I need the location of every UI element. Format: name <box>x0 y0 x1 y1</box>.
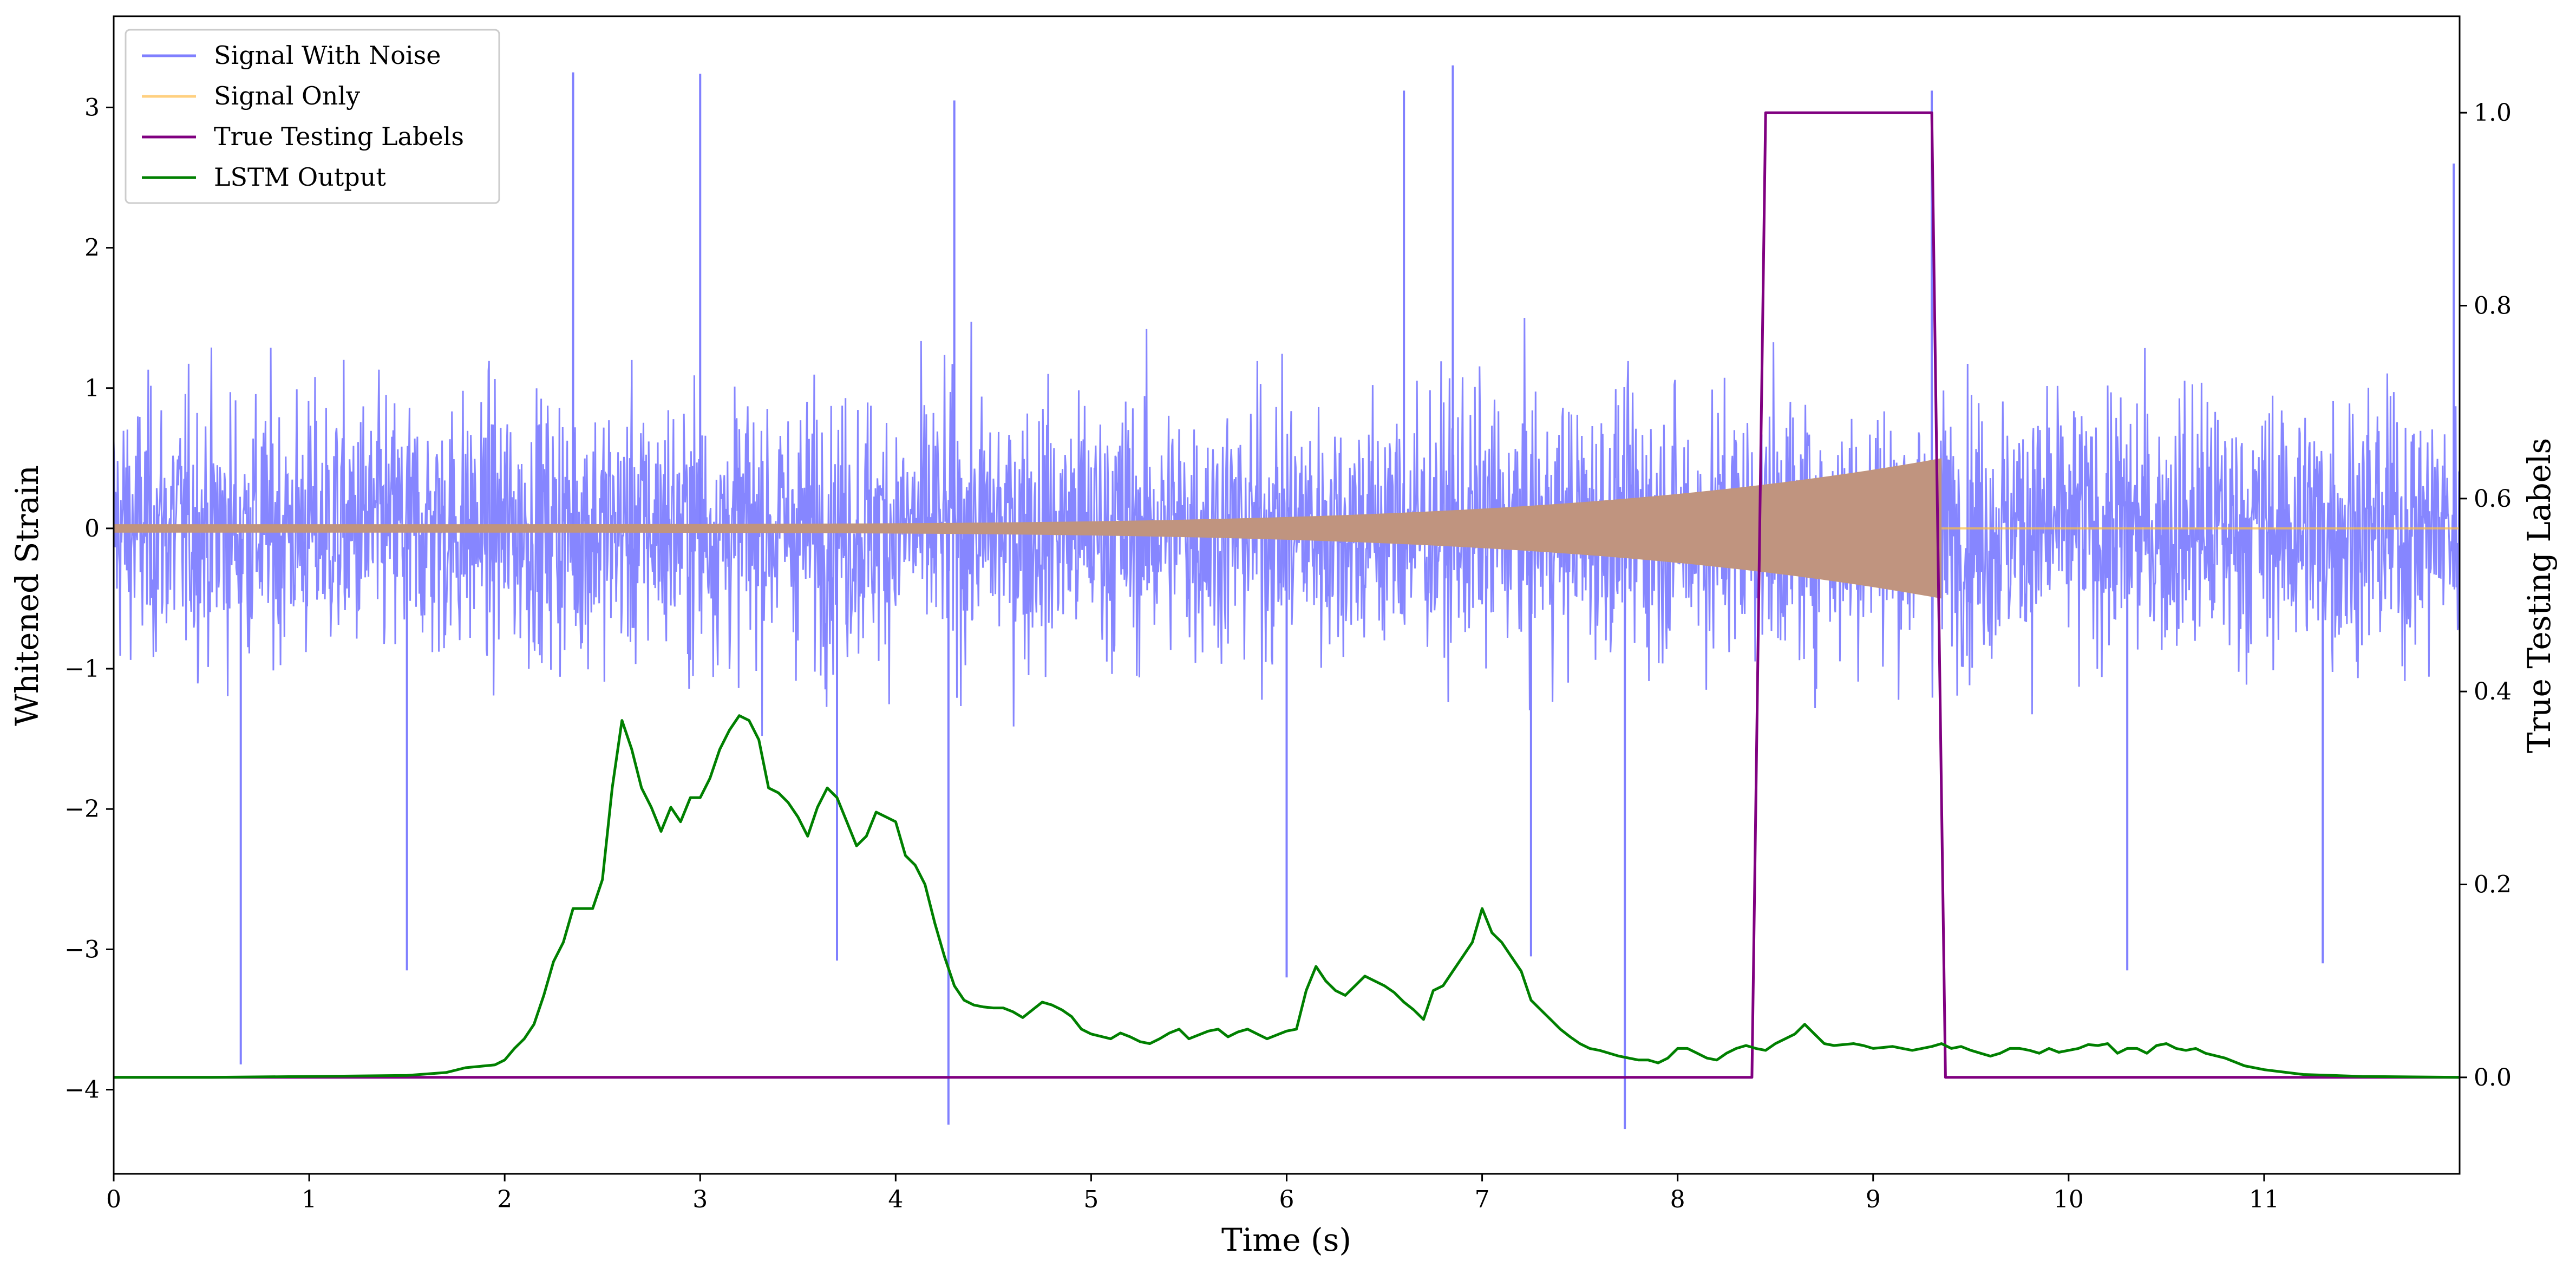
series-lstm-output <box>114 714 2460 1079</box>
y-left-tick-label-0: 0 <box>84 515 100 543</box>
y-axis-label-left: Whitened Strain <box>9 465 45 726</box>
legend-label-true-testing-labels: True Testing Labels <box>214 122 464 151</box>
x-tick-label-8: 8 <box>1670 1186 1685 1213</box>
y-right-tick-label-0-4: 0.4 <box>2474 678 2512 705</box>
x-tick-label-5: 5 <box>1083 1186 1099 1213</box>
series-true-testing-labels <box>114 111 2460 1079</box>
y-left-tick-label-2: 2 <box>84 234 100 262</box>
legend-box <box>125 29 500 204</box>
y-left-tick-label-3: 3 <box>84 94 100 121</box>
y-left-tick-label--4: −4 <box>64 1076 100 1104</box>
x-tick-label-7: 7 <box>1475 1186 1490 1213</box>
x-tick-label-4: 4 <box>888 1186 903 1213</box>
legend-label-signal-with-noise: Signal With Noise <box>214 41 441 70</box>
x-tick-label-9: 9 <box>1866 1186 1881 1213</box>
x-tick-label-0: 0 <box>106 1186 121 1213</box>
x-tick-label-3: 3 <box>692 1186 708 1213</box>
y-right-tick-label-0-6: 0.6 <box>2474 485 2512 513</box>
series-layer <box>114 65 2460 1129</box>
y-right-tick-label-0-0: 0.0 <box>2474 1064 2512 1092</box>
legend: Signal With Noise Signal Only True Testi… <box>125 29 500 204</box>
y-left-tick-label--2: −2 <box>64 795 100 823</box>
x-tick-label-2: 2 <box>497 1186 512 1213</box>
y-right-tick-label-1-0: 1.0 <box>2474 99 2512 127</box>
y-left-tick-label-1: 1 <box>84 375 100 402</box>
legend-label-lstm-output: LSTM Output <box>214 162 386 192</box>
series-signal-only <box>114 458 1942 599</box>
x-tick-label-10: 10 <box>2054 1186 2084 1213</box>
ticks-layer: 0 1 2 3 4 5 6 7 8 9 10 113210−1−2−3−41.00.80.60.40.… <box>64 94 2512 1213</box>
x-tick-label-11: 11 <box>2249 1186 2279 1213</box>
plot-frame <box>113 15 2461 1175</box>
x-axis-label: Time (s) <box>1221 1221 1351 1258</box>
y-axis-label-right: True Testing Labels <box>2521 438 2558 753</box>
y-left-tick-label--3: −3 <box>64 936 100 963</box>
legend-label-signal-only: Signal Only <box>214 81 360 110</box>
y-right-tick-label-0-8: 0.8 <box>2474 292 2512 320</box>
y-left-tick-label--1: −1 <box>64 655 100 683</box>
x-tick-label-6: 6 <box>1279 1186 1294 1213</box>
x-tick-label-1: 1 <box>302 1186 317 1213</box>
y-right-tick-label-0-2: 0.2 <box>2474 871 2512 899</box>
